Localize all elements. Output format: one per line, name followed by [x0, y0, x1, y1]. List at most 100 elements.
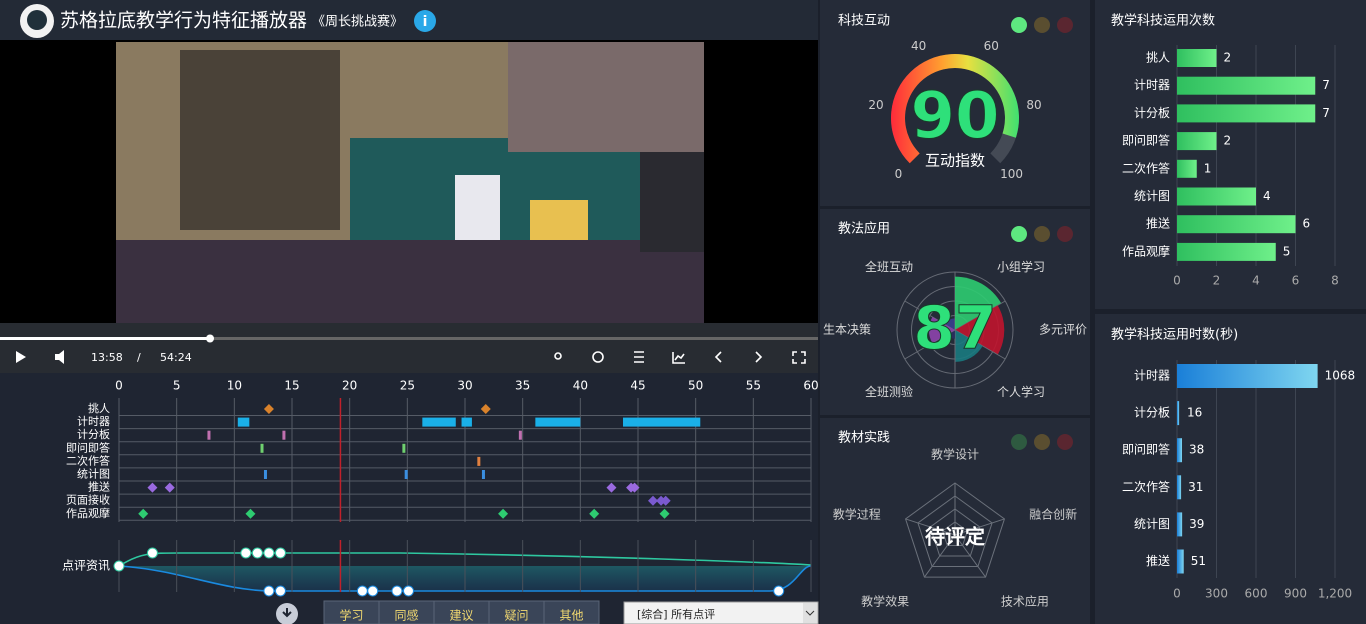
polar-category: 生本决策: [823, 323, 871, 337]
light: [1011, 434, 1027, 450]
list-button[interactable]: [634, 351, 644, 363]
comment-point[interactable]: [367, 585, 379, 597]
bar: [1177, 364, 1318, 388]
inset-camera: [508, 42, 704, 152]
radar-axis: [954, 534, 986, 578]
prev-button[interactable]: [714, 351, 722, 363]
row-label: 作品观摩: [66, 506, 110, 520]
event-diamond: [629, 482, 640, 493]
header-bar: [0, 0, 818, 40]
progress-track[interactable]: [0, 337, 818, 340]
bar: [1177, 159, 1197, 178]
polar-sector: [944, 318, 955, 330]
light: [1057, 17, 1073, 33]
duration: 54:24: [160, 351, 192, 364]
comment-point[interactable]: [146, 547, 158, 559]
play-button[interactable]: [16, 351, 26, 363]
x-tick-label: 300: [1205, 587, 1228, 601]
radar-status: 待评定: [925, 525, 985, 549]
polar-score: 87: [913, 294, 997, 364]
y-category: 挑人: [1146, 51, 1170, 65]
comment-point[interactable]: [240, 547, 252, 559]
marker-button[interactable]: [554, 352, 562, 360]
event-diamond: [498, 508, 509, 519]
event-tick: [404, 470, 408, 479]
fullscreen-button[interactable]: [792, 351, 806, 364]
comment-point[interactable]: [773, 585, 785, 597]
info-icon[interactable]: i: [423, 14, 428, 30]
comment-type-label[interactable]: 其他: [559, 609, 583, 623]
comment-point[interactable]: [113, 560, 125, 572]
comment-point[interactable]: [356, 585, 368, 597]
comment-type-label[interactable]: 学习: [339, 608, 363, 623]
light: [1034, 226, 1050, 242]
radar-title: 教材实践: [838, 430, 890, 446]
video-frame: [116, 42, 704, 323]
light: [1034, 434, 1050, 450]
time-tick-label: 30: [457, 379, 472, 393]
event-tick: [481, 470, 485, 479]
comment-point[interactable]: [274, 547, 286, 559]
x-tick-label: 0: [1173, 587, 1181, 601]
value-label: 4: [1263, 189, 1271, 203]
radar-ring: [904, 482, 1006, 578]
y-category: 二次作答: [1122, 479, 1170, 494]
event-diamond: [263, 404, 274, 414]
comment-point[interactable]: [263, 585, 275, 597]
gauge-tick-label: 40: [911, 39, 926, 53]
value-label: 6: [1303, 217, 1311, 231]
progress-handle[interactable]: [206, 334, 215, 343]
gauge-tick-label: 0: [895, 167, 903, 181]
gauge-title: 科技互动: [838, 14, 890, 29]
event-diamond: [245, 508, 256, 519]
comment-type-label[interactable]: 建议: [449, 609, 473, 623]
event-tick: [477, 456, 481, 466]
light: [1057, 226, 1073, 242]
next-button[interactable]: [755, 351, 763, 363]
comment-point[interactable]: [402, 585, 414, 597]
gauge-label: 互动指数: [925, 152, 985, 170]
radar-axis: [905, 518, 956, 536]
info-toggle[interactable]: [592, 351, 604, 363]
comment-type-button[interactable]: [543, 600, 600, 624]
event-diamond: [647, 495, 658, 506]
comment-point[interactable]: [391, 585, 403, 597]
y-category: 即问即答: [1122, 133, 1170, 148]
gauge-value-arc: [890, 53, 1019, 164]
count-panel: [1095, 0, 1366, 309]
value-label: 31: [1188, 480, 1203, 494]
light: [1011, 17, 1027, 33]
window: [180, 50, 340, 230]
y-category: 即问即答: [1122, 442, 1170, 457]
event-bar: [535, 417, 581, 427]
value-label: 51: [1191, 554, 1206, 568]
time-title: 教学科技运用时数(秒): [1111, 327, 1238, 343]
row-label: 计时器: [77, 415, 110, 428]
filter-text[interactable]: [综合] 所有点评: [637, 607, 715, 621]
status-lights: [1011, 17, 1073, 450]
chart-button[interactable]: [672, 352, 685, 364]
x-tick-label: 6: [1292, 274, 1300, 288]
comment-type-label[interactable]: 疑问: [504, 608, 528, 623]
event-tick: [402, 443, 406, 453]
y-category: 统计图: [1134, 189, 1170, 203]
y-category: 计时器: [1134, 78, 1170, 92]
polar-spoke: [904, 329, 956, 360]
time-tick-label: 15: [284, 379, 299, 393]
event-tick: [518, 430, 522, 440]
comment-point[interactable]: [251, 547, 263, 559]
bar: [1177, 438, 1183, 463]
info-button[interactable]: [414, 10, 436, 32]
comment-point[interactable]: [263, 547, 275, 559]
comment-type-label[interactable]: 同感: [394, 608, 418, 623]
dropdown-arrow: [805, 610, 815, 616]
bar: [1177, 401, 1180, 426]
comment-point[interactable]: [274, 585, 286, 597]
x-tick-label: 600: [1245, 587, 1268, 601]
filter-dropdown[interactable]: [623, 601, 819, 624]
x-tick-label: 900: [1284, 587, 1307, 601]
count-title: 教学科技运用次数: [1111, 13, 1215, 29]
x-tick-label: 2: [1213, 274, 1221, 288]
download-icon: [282, 608, 292, 618]
volume-button[interactable]: [55, 350, 64, 364]
